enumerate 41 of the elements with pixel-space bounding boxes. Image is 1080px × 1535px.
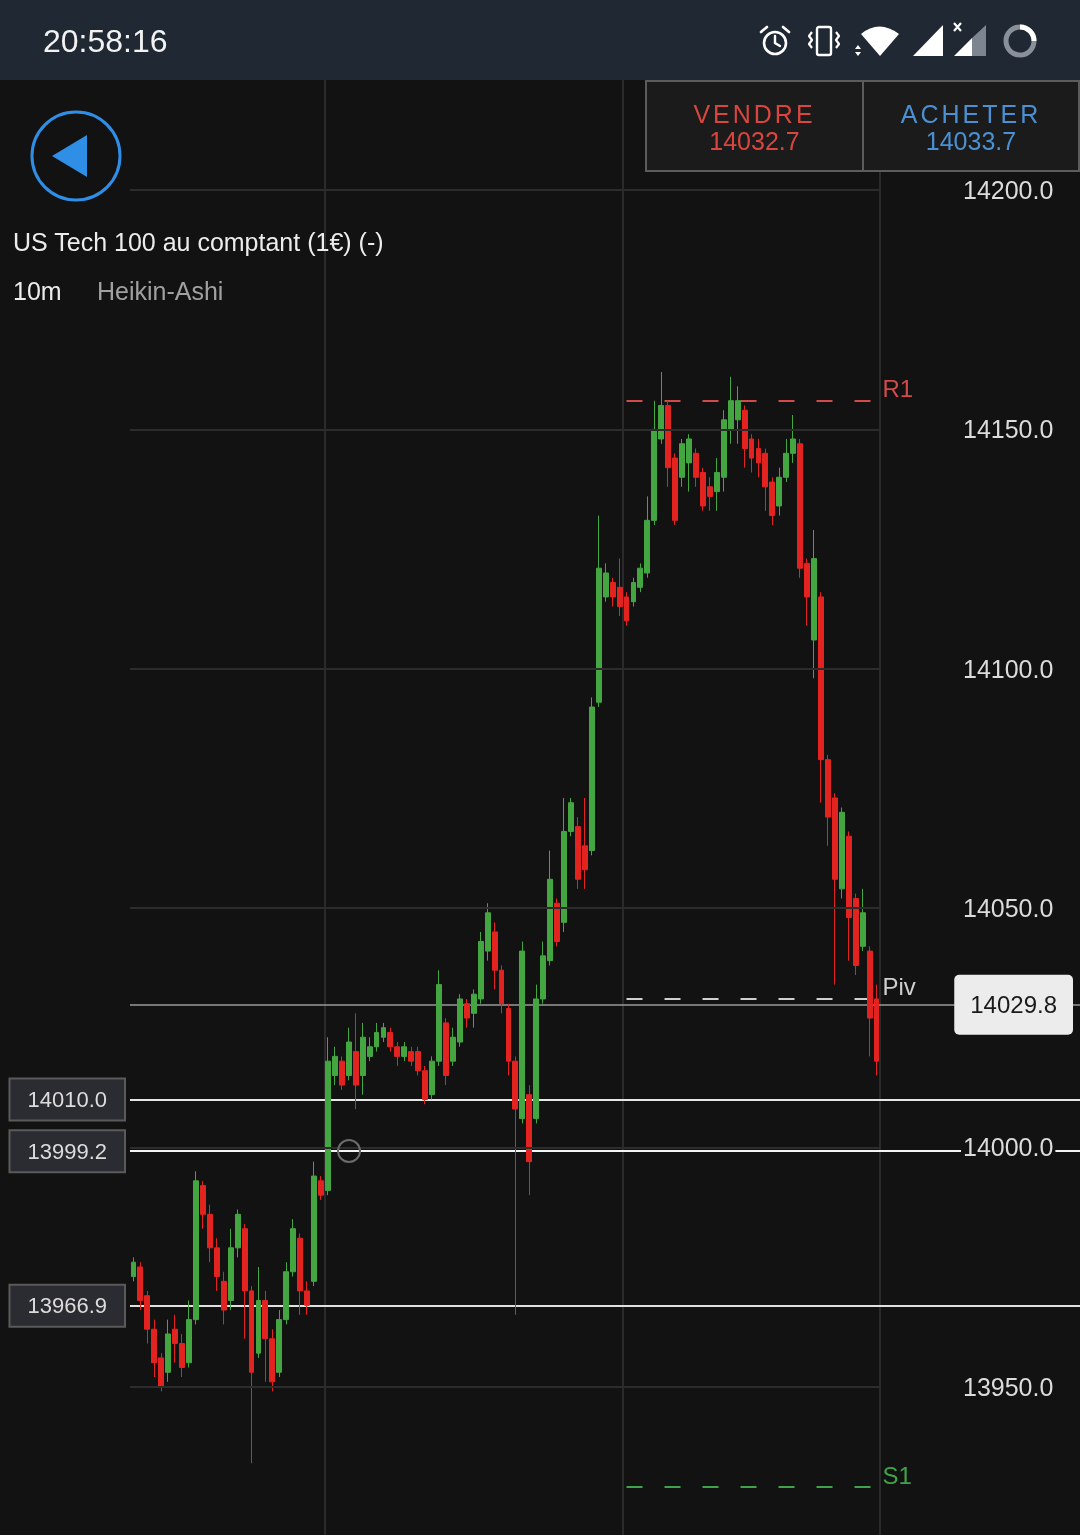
sell-button: VENDRE 14032.7	[645, 80, 864, 172]
buy-button: ACHETER 14033.7	[862, 80, 1080, 172]
annotation: VENDRE	[692, 100, 817, 128]
candlestick	[589, 696, 595, 856]
candlestick	[339, 1055, 345, 1091]
candlestick	[346, 1027, 352, 1081]
text: 20:58:16	[43, 23, 168, 59]
candlestick	[311, 1161, 317, 1287]
ref-line-label: 13966.9	[27, 1293, 107, 1319]
candlestick	[839, 807, 845, 899]
text: US Tech 100 au comptant (1€) (-)	[13, 228, 384, 256]
candlestick	[443, 1017, 449, 1086]
candlestick	[318, 1175, 324, 1201]
candlestick	[401, 1041, 407, 1062]
y-tick-label: 14100.0	[963, 654, 1054, 683]
text: 10m	[13, 277, 62, 305]
y-tick-label: 13950.0	[963, 1372, 1054, 1401]
candlestick	[464, 998, 470, 1029]
y-tick-label: 14200.0	[963, 176, 1054, 205]
candlestick	[811, 529, 817, 679]
y-tick-label: 14050.0	[963, 894, 1054, 923]
ref-line-label: S1	[882, 1461, 912, 1489]
candlestick	[131, 1256, 136, 1282]
candlestick	[519, 941, 525, 1124]
candlestick	[860, 888, 866, 952]
ref-line-label: 14010.0	[27, 1086, 107, 1112]
ref-line-label: 13999.2	[27, 1138, 107, 1164]
y-tick-label: 14150.0	[963, 415, 1054, 444]
candlestick	[353, 1012, 359, 1110]
y-tick-label: 14000.0	[963, 1133, 1054, 1162]
candlestick	[221, 1271, 227, 1325]
annotation: 14032.7	[708, 127, 801, 155]
candlestick	[256, 1266, 261, 1359]
ref-line-label: Piv	[882, 973, 916, 1001]
candlestick	[526, 1084, 532, 1196]
candlestick	[165, 1319, 171, 1383]
ref-line-label: 14029.8	[970, 991, 1057, 1019]
ref-line-label: R1	[882, 375, 914, 403]
candlestick	[554, 897, 560, 947]
candlestick	[381, 1022, 386, 1043]
annotation: Heikin-Ashi	[97, 277, 224, 305]
